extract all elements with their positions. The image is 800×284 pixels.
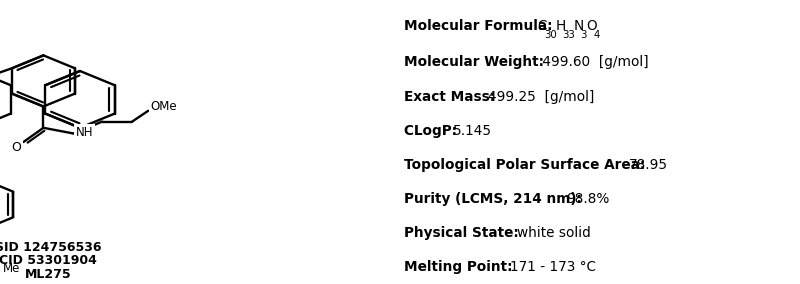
Text: C: C xyxy=(538,18,547,33)
Text: Molecular Formula:: Molecular Formula: xyxy=(404,18,558,33)
Text: 33: 33 xyxy=(562,30,575,41)
Text: Molecular Weight:: Molecular Weight: xyxy=(404,55,554,70)
Text: Me: Me xyxy=(2,262,20,275)
Text: 78.95: 78.95 xyxy=(629,158,668,172)
Text: 5.145: 5.145 xyxy=(454,124,493,138)
Text: Exact Mass:: Exact Mass: xyxy=(404,89,500,104)
Text: white solid: white solid xyxy=(517,226,590,240)
Text: Melting Point:: Melting Point: xyxy=(404,260,518,274)
Text: 4: 4 xyxy=(593,30,599,41)
Text: CLogP:: CLogP: xyxy=(404,124,462,138)
Text: NH: NH xyxy=(76,126,94,139)
Text: 98.8%: 98.8% xyxy=(566,192,609,206)
Text: 499.60  [g/mol]: 499.60 [g/mol] xyxy=(538,55,648,70)
Text: 499.25  [g/mol]: 499.25 [g/mol] xyxy=(489,89,595,104)
Text: 30: 30 xyxy=(545,30,558,41)
Text: N: N xyxy=(574,18,584,33)
Text: Purity (LCMS, 214 nm):: Purity (LCMS, 214 nm): xyxy=(404,192,587,206)
Text: O: O xyxy=(586,18,597,33)
Text: Physical State:: Physical State: xyxy=(404,226,524,240)
Text: O: O xyxy=(11,141,21,154)
Text: 171 - 173 °C: 171 - 173 °C xyxy=(510,260,595,274)
Text: OMe: OMe xyxy=(150,100,177,113)
Text: SID 124756536: SID 124756536 xyxy=(0,241,102,254)
Text: H: H xyxy=(556,18,566,33)
Text: Topological Polar Surface Area:: Topological Polar Surface Area: xyxy=(404,158,650,172)
Text: ML275: ML275 xyxy=(25,268,71,281)
Text: CID 53301904: CID 53301904 xyxy=(0,254,97,267)
Text: 3: 3 xyxy=(581,30,587,41)
